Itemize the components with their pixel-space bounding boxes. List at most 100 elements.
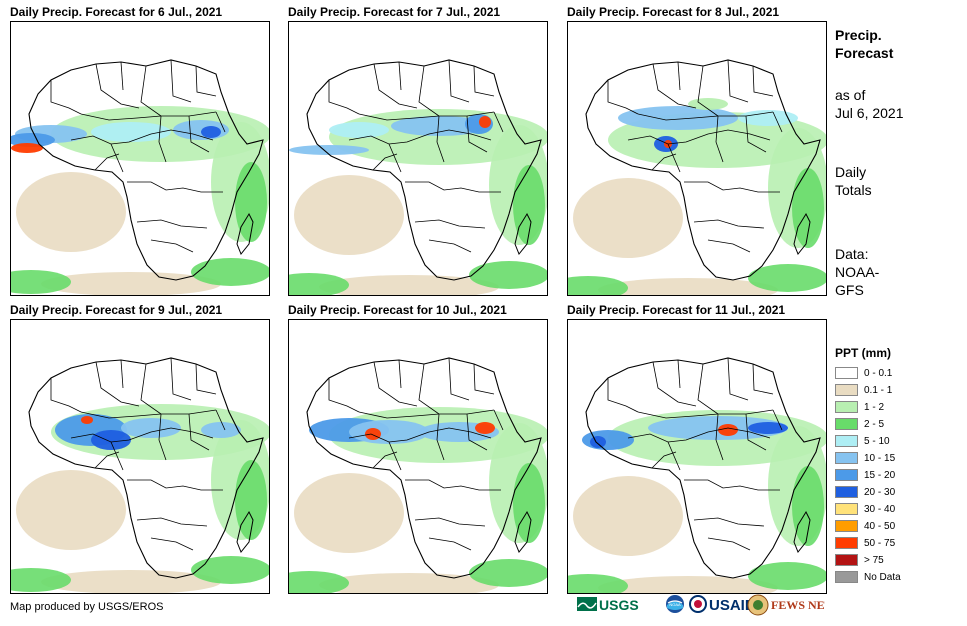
precip-area bbox=[598, 278, 778, 295]
precip-map bbox=[567, 21, 827, 296]
country-border bbox=[95, 361, 140, 407]
country-border bbox=[772, 111, 783, 133]
country-border bbox=[120, 359, 124, 389]
legend-label: 30 - 40 bbox=[864, 504, 896, 515]
country-border bbox=[372, 153, 398, 171]
country-border bbox=[493, 111, 504, 133]
precip-area bbox=[598, 576, 778, 593]
legend-swatch bbox=[835, 503, 858, 515]
precip-area bbox=[469, 559, 547, 587]
as-of-line: Jul 6, 2021 bbox=[835, 105, 904, 121]
madagascar-outline bbox=[514, 510, 532, 553]
noaa-logo: NOAA bbox=[665, 594, 685, 619]
country-border bbox=[436, 413, 445, 461]
country-border bbox=[727, 357, 749, 401]
precip-area bbox=[688, 98, 728, 110]
precip-area bbox=[81, 416, 93, 424]
country-border bbox=[150, 239, 194, 253]
precip-area bbox=[573, 178, 683, 258]
country-border bbox=[745, 413, 767, 451]
panel-title: Daily Precip. Forecast for 7 Jul., 2021 bbox=[288, 5, 501, 19]
country-border bbox=[348, 427, 492, 443]
country-border bbox=[707, 537, 751, 551]
precip-area bbox=[289, 571, 349, 593]
country-border bbox=[414, 517, 486, 527]
country-border bbox=[95, 63, 140, 109]
country-border bbox=[436, 115, 445, 163]
precip-area bbox=[201, 422, 241, 438]
usaid-logo: USAID bbox=[689, 594, 765, 625]
country-border bbox=[215, 409, 226, 431]
precip-area bbox=[792, 168, 824, 248]
legend-label: 40 - 50 bbox=[864, 521, 896, 532]
country-border bbox=[372, 451, 398, 469]
country-border bbox=[358, 409, 495, 419]
as-of-line: as of bbox=[835, 87, 866, 103]
country-border bbox=[158, 413, 167, 461]
country-border bbox=[414, 219, 486, 229]
country-border bbox=[473, 363, 495, 395]
country-border bbox=[473, 65, 495, 97]
country-border bbox=[373, 361, 418, 407]
madagascar-outline bbox=[236, 510, 254, 553]
precip-area bbox=[718, 424, 738, 436]
country-border bbox=[94, 451, 120, 469]
country-border bbox=[140, 363, 162, 415]
legend-swatch bbox=[835, 520, 858, 532]
legend-swatch bbox=[835, 452, 858, 464]
country-border bbox=[466, 413, 488, 451]
precip-area bbox=[469, 261, 547, 289]
source-line: GFS bbox=[835, 282, 864, 298]
source-line: NOAA- bbox=[835, 264, 880, 280]
country-border bbox=[752, 363, 774, 395]
precip-area bbox=[349, 420, 429, 444]
country-border bbox=[195, 65, 217, 97]
country-border bbox=[80, 409, 217, 419]
country-border bbox=[80, 111, 217, 121]
precip-area bbox=[289, 273, 349, 295]
country-border bbox=[94, 153, 120, 171]
country-border bbox=[493, 409, 504, 431]
country-border bbox=[693, 219, 765, 229]
precip-map bbox=[288, 21, 548, 296]
usgs-logo-text: USGS bbox=[599, 597, 639, 613]
legend-label: 15 - 20 bbox=[864, 470, 896, 481]
country-border bbox=[120, 61, 124, 91]
country-border bbox=[110, 143, 124, 173]
madagascar-outline bbox=[793, 510, 811, 553]
precip-area bbox=[191, 556, 269, 584]
side-title: Precip. Forecast bbox=[835, 26, 893, 62]
country-border bbox=[752, 65, 774, 97]
panel-title: Daily Precip. Forecast for 11 Jul., 2021 bbox=[567, 303, 786, 317]
legend-swatch bbox=[835, 554, 858, 566]
country-border bbox=[348, 129, 492, 145]
country-border bbox=[328, 80, 360, 115]
country-border bbox=[677, 359, 681, 389]
totals-line: Totals bbox=[835, 182, 872, 198]
country-border bbox=[697, 65, 719, 117]
country-border bbox=[405, 181, 501, 193]
country-border bbox=[667, 441, 681, 471]
totals-line: Daily bbox=[835, 164, 867, 180]
precip-area bbox=[590, 436, 606, 448]
precip-area bbox=[513, 165, 545, 245]
panel-title: Daily Precip. Forecast for 10 Jul., 2021 bbox=[288, 303, 507, 317]
precip-area bbox=[91, 430, 131, 450]
country-border bbox=[328, 378, 360, 413]
country-border bbox=[170, 357, 192, 401]
precip-area bbox=[568, 276, 628, 295]
legend-swatch bbox=[835, 537, 858, 549]
precip-area bbox=[121, 418, 181, 438]
legend-label: 0.1 - 1 bbox=[864, 385, 893, 396]
precip-area bbox=[41, 570, 221, 593]
country-border bbox=[448, 357, 470, 401]
precip-area bbox=[289, 145, 369, 155]
country-border bbox=[727, 59, 749, 103]
country-border bbox=[405, 479, 501, 491]
as-of-date: as of Jul 6, 2021 bbox=[835, 86, 904, 122]
legend-swatch bbox=[835, 469, 858, 481]
country-border bbox=[684, 181, 780, 193]
panel-title: Daily Precip. Forecast for 9 Jul., 2021 bbox=[10, 303, 223, 317]
legend-label: 10 - 15 bbox=[864, 453, 896, 464]
precip-area bbox=[191, 258, 269, 286]
